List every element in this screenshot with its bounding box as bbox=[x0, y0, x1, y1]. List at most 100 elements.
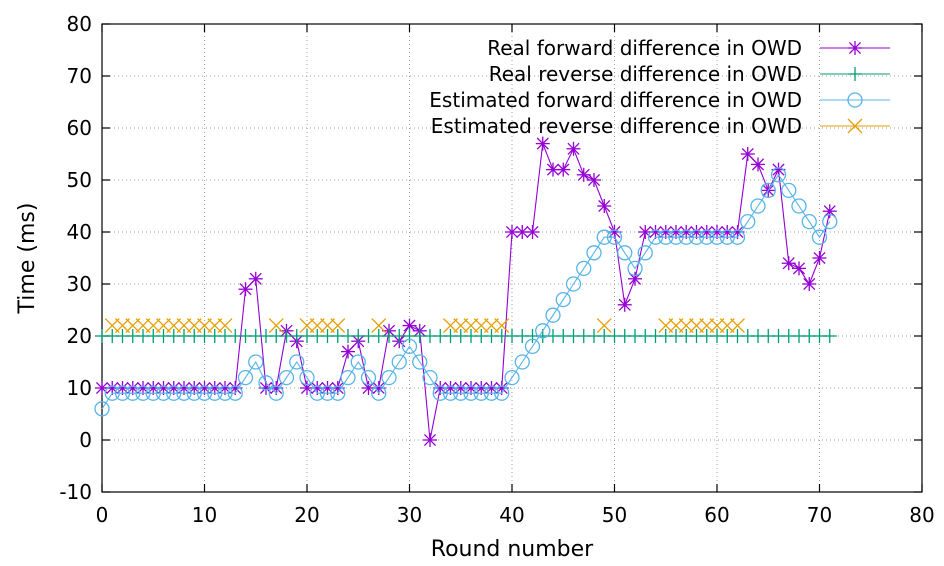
legend-entry: Real forward difference in OWD bbox=[487, 36, 890, 60]
data-point bbox=[330, 385, 346, 401]
x-tick-label: 10 bbox=[192, 503, 217, 527]
data-point bbox=[309, 385, 325, 401]
data-point bbox=[423, 433, 437, 447]
series-3 bbox=[94, 167, 838, 417]
legend-entry: Real reverse difference in OWD bbox=[489, 62, 890, 86]
data-point bbox=[483, 385, 500, 401]
data-point bbox=[847, 118, 863, 134]
x-tick-label: 80 bbox=[909, 503, 934, 527]
data-point bbox=[709, 229, 725, 245]
data-point bbox=[319, 385, 336, 401]
data-point bbox=[596, 229, 612, 245]
y-tick-label: 10 bbox=[67, 376, 92, 400]
series-line bbox=[101, 173, 831, 410]
data-point bbox=[391, 354, 407, 370]
data-point bbox=[566, 141, 581, 156]
data-point bbox=[505, 225, 519, 239]
data-point bbox=[135, 385, 151, 401]
data-point bbox=[104, 385, 120, 401]
data-point bbox=[94, 401, 110, 417]
y-tick-label: 20 bbox=[67, 324, 92, 348]
data-point bbox=[155, 385, 172, 401]
data-point bbox=[556, 162, 571, 177]
data-point bbox=[196, 385, 213, 401]
data-point bbox=[299, 369, 315, 386]
data-point bbox=[678, 229, 694, 245]
data-point bbox=[587, 173, 601, 187]
data-point bbox=[647, 229, 664, 245]
y-tick-label: -10 bbox=[59, 480, 92, 504]
data-point bbox=[442, 385, 459, 401]
data-point bbox=[278, 369, 295, 386]
y-tick-label: 70 bbox=[67, 64, 92, 88]
data-point bbox=[637, 245, 653, 261]
data-point bbox=[248, 354, 264, 370]
data-point bbox=[740, 147, 755, 161]
data-point bbox=[371, 318, 387, 334]
x-tick-label: 0 bbox=[96, 503, 109, 527]
data-point bbox=[848, 67, 862, 81]
data-point bbox=[596, 318, 612, 334]
data-point bbox=[524, 338, 541, 355]
data-point bbox=[792, 261, 806, 276]
data-point bbox=[750, 198, 766, 214]
data-point bbox=[729, 229, 746, 245]
data-point bbox=[617, 245, 633, 261]
data-point bbox=[535, 136, 550, 151]
x-tick-label: 20 bbox=[294, 503, 319, 527]
y-tick-label: 80 bbox=[67, 12, 92, 36]
data-point bbox=[822, 213, 838, 230]
data-point bbox=[812, 251, 827, 265]
data-point bbox=[535, 323, 551, 339]
x-tick-label: 30 bbox=[397, 503, 422, 527]
y-axis-label: Time (ms) bbox=[15, 203, 40, 315]
data-point bbox=[791, 198, 807, 214]
data-point bbox=[606, 229, 623, 245]
data-point bbox=[699, 229, 715, 245]
data-point bbox=[258, 375, 274, 391]
data-point bbox=[494, 385, 510, 401]
data-point bbox=[125, 385, 141, 401]
y-tick-label: 40 bbox=[67, 220, 92, 244]
data-point bbox=[227, 385, 243, 401]
y-tick-label: 60 bbox=[67, 116, 92, 140]
data-point bbox=[114, 385, 131, 401]
x-tick-label: 40 bbox=[499, 503, 524, 527]
series-4 bbox=[104, 318, 745, 334]
data-point bbox=[268, 385, 284, 401]
data-point bbox=[412, 354, 428, 370]
data-point bbox=[719, 229, 735, 245]
data-point bbox=[340, 369, 356, 386]
data-point bbox=[546, 162, 560, 177]
data-point bbox=[555, 291, 571, 308]
data-point bbox=[176, 385, 192, 401]
data-point bbox=[822, 329, 837, 343]
series-layer bbox=[94, 136, 838, 447]
data-point bbox=[330, 318, 346, 334]
data-point bbox=[268, 318, 284, 334]
data-point bbox=[802, 277, 817, 291]
legend-label: Real reverse difference in OWD bbox=[489, 62, 802, 86]
data-point bbox=[565, 276, 582, 292]
data-point bbox=[668, 229, 684, 245]
data-point bbox=[525, 225, 540, 239]
legend-label: Estimated forward difference in OWD bbox=[429, 88, 802, 112]
data-point bbox=[617, 297, 632, 312]
data-point bbox=[760, 182, 776, 199]
data-point bbox=[545, 307, 561, 323]
data-point bbox=[627, 260, 643, 277]
data-point bbox=[289, 354, 305, 370]
legend-entry: Estimated reverse difference in OWD bbox=[431, 114, 890, 138]
x-tick-label: 70 bbox=[807, 503, 832, 527]
y-tick-label: 50 bbox=[67, 168, 92, 192]
x-tick-label: 50 bbox=[602, 503, 627, 527]
x-tick-label: 60 bbox=[704, 503, 729, 527]
data-point bbox=[371, 385, 387, 401]
data-point bbox=[350, 354, 366, 370]
data-point bbox=[576, 260, 592, 277]
data-point bbox=[422, 369, 438, 386]
data-point bbox=[453, 385, 469, 401]
data-point bbox=[781, 182, 797, 199]
